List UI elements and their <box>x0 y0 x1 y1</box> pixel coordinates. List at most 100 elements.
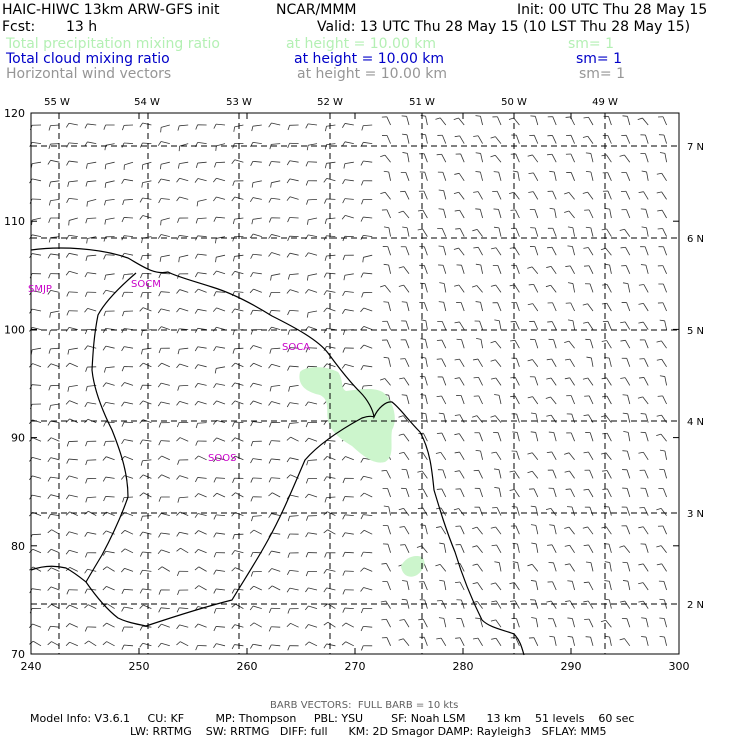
wind-barb <box>268 513 281 518</box>
wind-barb <box>472 358 483 368</box>
wind-barb <box>604 561 612 572</box>
wind-barb <box>659 152 667 163</box>
station-labels: SMJP SOCM SOCA SOOS <box>28 279 310 464</box>
wind-barb <box>438 208 447 219</box>
wind-barb <box>639 339 649 349</box>
wind-barb <box>158 589 170 595</box>
wind-barb <box>85 254 97 261</box>
field-wind-name: Horizontal wind vectors <box>6 66 172 82</box>
wind-barb <box>491 247 502 256</box>
wind-barb <box>510 525 520 535</box>
wind-barb <box>622 394 631 405</box>
wind-barb <box>417 228 428 237</box>
wind-barb <box>102 641 115 647</box>
wind-barb <box>47 437 60 442</box>
wind-barb <box>602 320 612 330</box>
wind-barb <box>341 214 354 220</box>
wind-barb <box>512 431 520 442</box>
wind-barb <box>547 153 557 163</box>
wind-barb <box>103 254 115 260</box>
wind-barb <box>435 451 447 461</box>
wind-barb <box>194 549 207 554</box>
model-title: HAIC-HIWC 13km ARW-GFS init <box>2 2 220 18</box>
wind-barb <box>382 488 391 498</box>
wind-barb <box>213 216 226 222</box>
wind-barb <box>268 492 281 498</box>
wind-barb <box>121 626 134 632</box>
wind-barb <box>85 440 97 447</box>
barb-note: BARB VECTORS: FULL BARB = 10 kts <box>270 700 459 711</box>
wind-barb <box>84 640 97 647</box>
wind-barb <box>360 160 373 166</box>
wind-barb <box>30 347 42 355</box>
wind-barb <box>176 437 189 442</box>
wind-barb <box>305 587 318 593</box>
wind-barb <box>232 217 244 225</box>
wind-barb <box>341 456 354 461</box>
wind-barb <box>600 452 612 461</box>
wind-barb <box>619 600 631 609</box>
wind-barb <box>324 254 336 261</box>
wind-barb <box>250 253 262 259</box>
wind-barb <box>657 209 667 219</box>
wind-barb <box>530 412 539 423</box>
wind-barb <box>564 358 575 368</box>
wind-barb <box>305 252 318 258</box>
wind-barb <box>139 474 152 479</box>
wind-barb <box>361 199 373 205</box>
wind-barb <box>622 282 631 293</box>
wind-barb <box>549 524 557 535</box>
wind-barb <box>176 177 189 183</box>
wind-barb <box>268 644 281 650</box>
wind-barb <box>436 339 447 349</box>
wind-barb <box>47 513 60 519</box>
wind-barb <box>176 475 189 480</box>
wind-barb <box>121 439 134 445</box>
wind-barb <box>305 552 318 558</box>
model-info-line2: LW: RRTMG SW: RRTMG DIFF: full KM: 2D Sm… <box>130 725 607 738</box>
wind-barb <box>475 208 483 219</box>
wind-barb <box>638 451 649 461</box>
wind-barb <box>212 307 226 312</box>
wind-barb <box>324 217 336 224</box>
wind-barb <box>416 545 428 554</box>
wind-barb <box>566 134 575 144</box>
wind-barb <box>67 347 78 355</box>
wind-barb <box>194 530 207 535</box>
wind-barb <box>547 321 557 330</box>
wind-barb <box>48 347 60 354</box>
wind-barb <box>104 143 115 151</box>
wind-barb <box>231 159 244 164</box>
wind-barb <box>270 180 281 188</box>
wind-barb <box>528 283 539 293</box>
wind-barb <box>249 622 262 628</box>
wind-barb <box>564 210 575 219</box>
field-cloud-smoothing: sm= 1 <box>576 51 623 67</box>
wind-barb <box>324 552 336 558</box>
wind-barb <box>640 246 649 256</box>
wind-barb <box>493 468 502 479</box>
wind-barb <box>287 552 299 558</box>
wind-barb <box>342 477 354 484</box>
wind-barb <box>360 567 373 572</box>
wind-barb <box>438 245 447 256</box>
wind-barb <box>600 247 612 256</box>
wind-barb <box>139 142 152 148</box>
wind-barb <box>602 395 612 405</box>
field-precip-smoothing: sm= 1 <box>568 36 615 52</box>
wind-barb <box>622 412 631 423</box>
wind-barb <box>493 171 502 181</box>
wind-barb <box>639 469 649 479</box>
wind-barb <box>511 264 520 274</box>
wind-barb <box>638 377 649 386</box>
wind-barb <box>567 580 575 591</box>
wind-barb <box>67 385 78 392</box>
wind-barb <box>586 356 594 367</box>
wind-barb <box>214 161 226 168</box>
wind-barb <box>494 486 502 498</box>
wind-barb <box>420 338 428 349</box>
wind-barb <box>455 488 465 498</box>
wind-barb <box>360 626 373 632</box>
wind-barb <box>547 246 557 256</box>
wind-barb <box>381 563 391 572</box>
